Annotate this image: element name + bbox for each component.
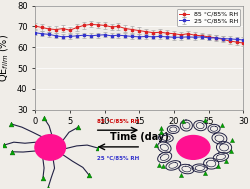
Text: 25 °C/85% RH: 25 °C/85% RH: [96, 156, 138, 161]
Legend: 85 °C/85% RH, 25 °C/85% RH: 85 °C/85% RH, 25 °C/85% RH: [176, 9, 240, 26]
Circle shape: [35, 135, 65, 160]
Circle shape: [176, 136, 209, 159]
X-axis label: Time (day): Time (day): [110, 132, 168, 142]
Y-axis label: QE$_{film}$ (%): QE$_{film}$ (%): [0, 34, 11, 82]
Text: 85 °C/85% RH: 85 °C/85% RH: [96, 119, 138, 124]
